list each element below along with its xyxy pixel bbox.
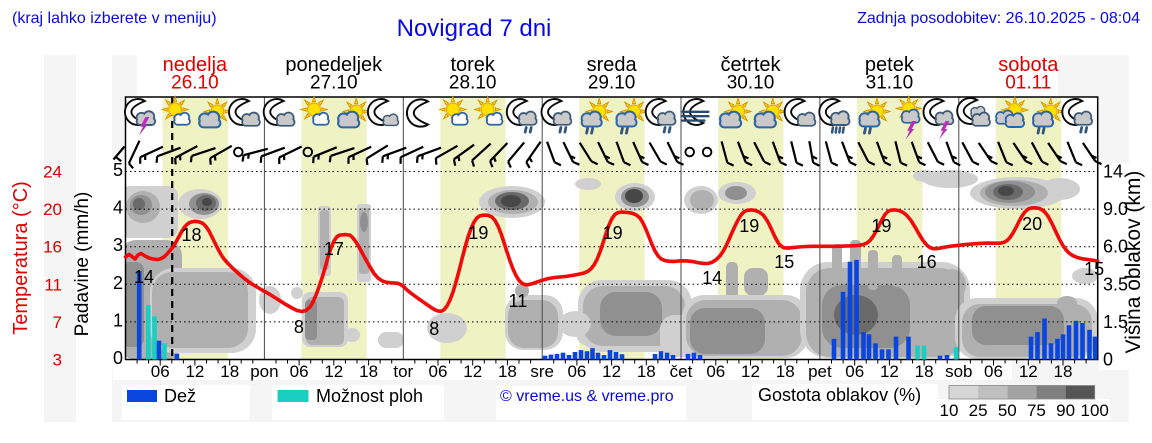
svg-text:28.10: 28.10 xyxy=(449,73,497,94)
svg-text:petek: petek xyxy=(865,54,915,76)
svg-text:14: 14 xyxy=(702,268,722,288)
svg-text:8: 8 xyxy=(429,319,439,339)
svg-text:19: 19 xyxy=(871,216,891,236)
svg-text:12: 12 xyxy=(741,362,760,381)
svg-text:06: 06 xyxy=(151,362,170,381)
svg-text:18: 18 xyxy=(359,362,378,381)
svg-text:© vreme.us & vreme.pro: © vreme.us & vreme.pro xyxy=(500,388,674,405)
svg-text:Možnost ploh: Možnost ploh xyxy=(316,386,423,406)
svg-text:12: 12 xyxy=(185,362,204,381)
svg-text:0: 0 xyxy=(1103,350,1113,370)
svg-text:15: 15 xyxy=(1084,259,1104,279)
svg-text:06: 06 xyxy=(290,362,309,381)
svg-text:27.10: 27.10 xyxy=(310,73,358,94)
svg-text:10: 10 xyxy=(940,401,959,420)
svg-text:30.10: 30.10 xyxy=(727,73,775,94)
svg-text:pet: pet xyxy=(808,362,832,381)
svg-text:19: 19 xyxy=(603,223,623,243)
svg-text:06: 06 xyxy=(429,362,448,381)
svg-text:Dež: Dež xyxy=(164,386,196,406)
svg-text:Zadnja posodobitev: 26.10.2025: Zadnja posodobitev: 26.10.2025 - 08:04 xyxy=(857,10,1140,27)
svg-text:sob: sob xyxy=(945,362,972,381)
svg-text:18: 18 xyxy=(220,362,239,381)
svg-text:06: 06 xyxy=(567,362,586,381)
svg-text:50: 50 xyxy=(998,401,1017,420)
svg-text:pon: pon xyxy=(250,362,278,381)
svg-text:06: 06 xyxy=(984,362,1003,381)
svg-text:18: 18 xyxy=(915,362,934,381)
svg-text:18: 18 xyxy=(776,362,795,381)
svg-text:11: 11 xyxy=(44,275,62,294)
svg-text:Novigrad 7 dni: Novigrad 7 dni xyxy=(397,15,552,42)
svg-text:17: 17 xyxy=(324,239,344,259)
svg-text:19: 19 xyxy=(739,216,759,236)
svg-text:24: 24 xyxy=(43,163,62,182)
svg-text:2: 2 xyxy=(113,273,123,293)
svg-text:20: 20 xyxy=(43,200,62,219)
svg-text:7: 7 xyxy=(53,313,62,332)
svg-text:06: 06 xyxy=(845,362,864,381)
svg-text:5: 5 xyxy=(113,160,123,180)
svg-text:(kraj lahko izberete v meniju): (kraj lahko izberete v meniju) xyxy=(12,10,217,27)
svg-text:14: 14 xyxy=(134,267,154,287)
svg-text:12: 12 xyxy=(324,362,343,381)
svg-text:15: 15 xyxy=(774,252,794,272)
svg-text:6.0: 6.0 xyxy=(1103,237,1128,257)
svg-text:Višina oblakov (km): Višina oblakov (km) xyxy=(1122,171,1145,354)
svg-text:sreda: sreda xyxy=(587,54,638,76)
svg-text:čet: čet xyxy=(670,362,693,381)
svg-text:Temperatura (°C): Temperatura (°C) xyxy=(10,181,32,335)
svg-text:26.10: 26.10 xyxy=(171,73,219,94)
svg-text:1: 1 xyxy=(113,310,123,330)
svg-text:12: 12 xyxy=(602,362,621,381)
svg-text:20: 20 xyxy=(1022,214,1042,234)
svg-text:12: 12 xyxy=(463,362,482,381)
svg-text:8: 8 xyxy=(294,317,304,337)
svg-text:sre: sre xyxy=(530,362,554,381)
svg-text:75: 75 xyxy=(1027,401,1046,420)
svg-text:16: 16 xyxy=(43,238,62,257)
svg-text:25: 25 xyxy=(969,401,988,420)
svg-text:Padavine (mm/h): Padavine (mm/h) xyxy=(72,192,93,337)
svg-text:18: 18 xyxy=(637,362,656,381)
svg-text:11: 11 xyxy=(509,291,528,311)
svg-text:3: 3 xyxy=(113,235,123,255)
svg-text:3: 3 xyxy=(53,351,62,370)
svg-text:ponedeljek: ponedeljek xyxy=(285,54,383,76)
svg-text:četrtek: četrtek xyxy=(720,54,781,76)
svg-text:18: 18 xyxy=(181,225,201,245)
svg-text:100: 100 xyxy=(1081,401,1109,420)
svg-text:nedelja: nedelja xyxy=(163,54,228,76)
svg-text:14: 14 xyxy=(1103,162,1123,182)
svg-text:0: 0 xyxy=(113,348,123,368)
svg-text:06: 06 xyxy=(706,362,725,381)
svg-text:12: 12 xyxy=(1019,362,1038,381)
svg-text:4: 4 xyxy=(113,198,123,218)
svg-text:18: 18 xyxy=(1054,362,1073,381)
svg-text:tor: tor xyxy=(393,362,413,381)
svg-text:9.0: 9.0 xyxy=(1103,199,1128,219)
svg-text:Gostota oblakov (%): Gostota oblakov (%) xyxy=(758,385,921,405)
svg-text:3.5: 3.5 xyxy=(1103,274,1128,294)
svg-text:16: 16 xyxy=(917,252,937,272)
svg-text:sobota: sobota xyxy=(998,54,1059,76)
svg-text:31.10: 31.10 xyxy=(866,73,914,94)
svg-text:29.10: 29.10 xyxy=(588,73,636,94)
svg-text:12: 12 xyxy=(880,362,899,381)
svg-text:1.5: 1.5 xyxy=(1103,312,1128,332)
svg-text:18: 18 xyxy=(498,362,517,381)
svg-text:01.11: 01.11 xyxy=(1005,73,1051,94)
svg-text:19: 19 xyxy=(468,223,488,243)
svg-text:90: 90 xyxy=(1056,401,1075,420)
svg-text:torek: torek xyxy=(450,54,495,76)
